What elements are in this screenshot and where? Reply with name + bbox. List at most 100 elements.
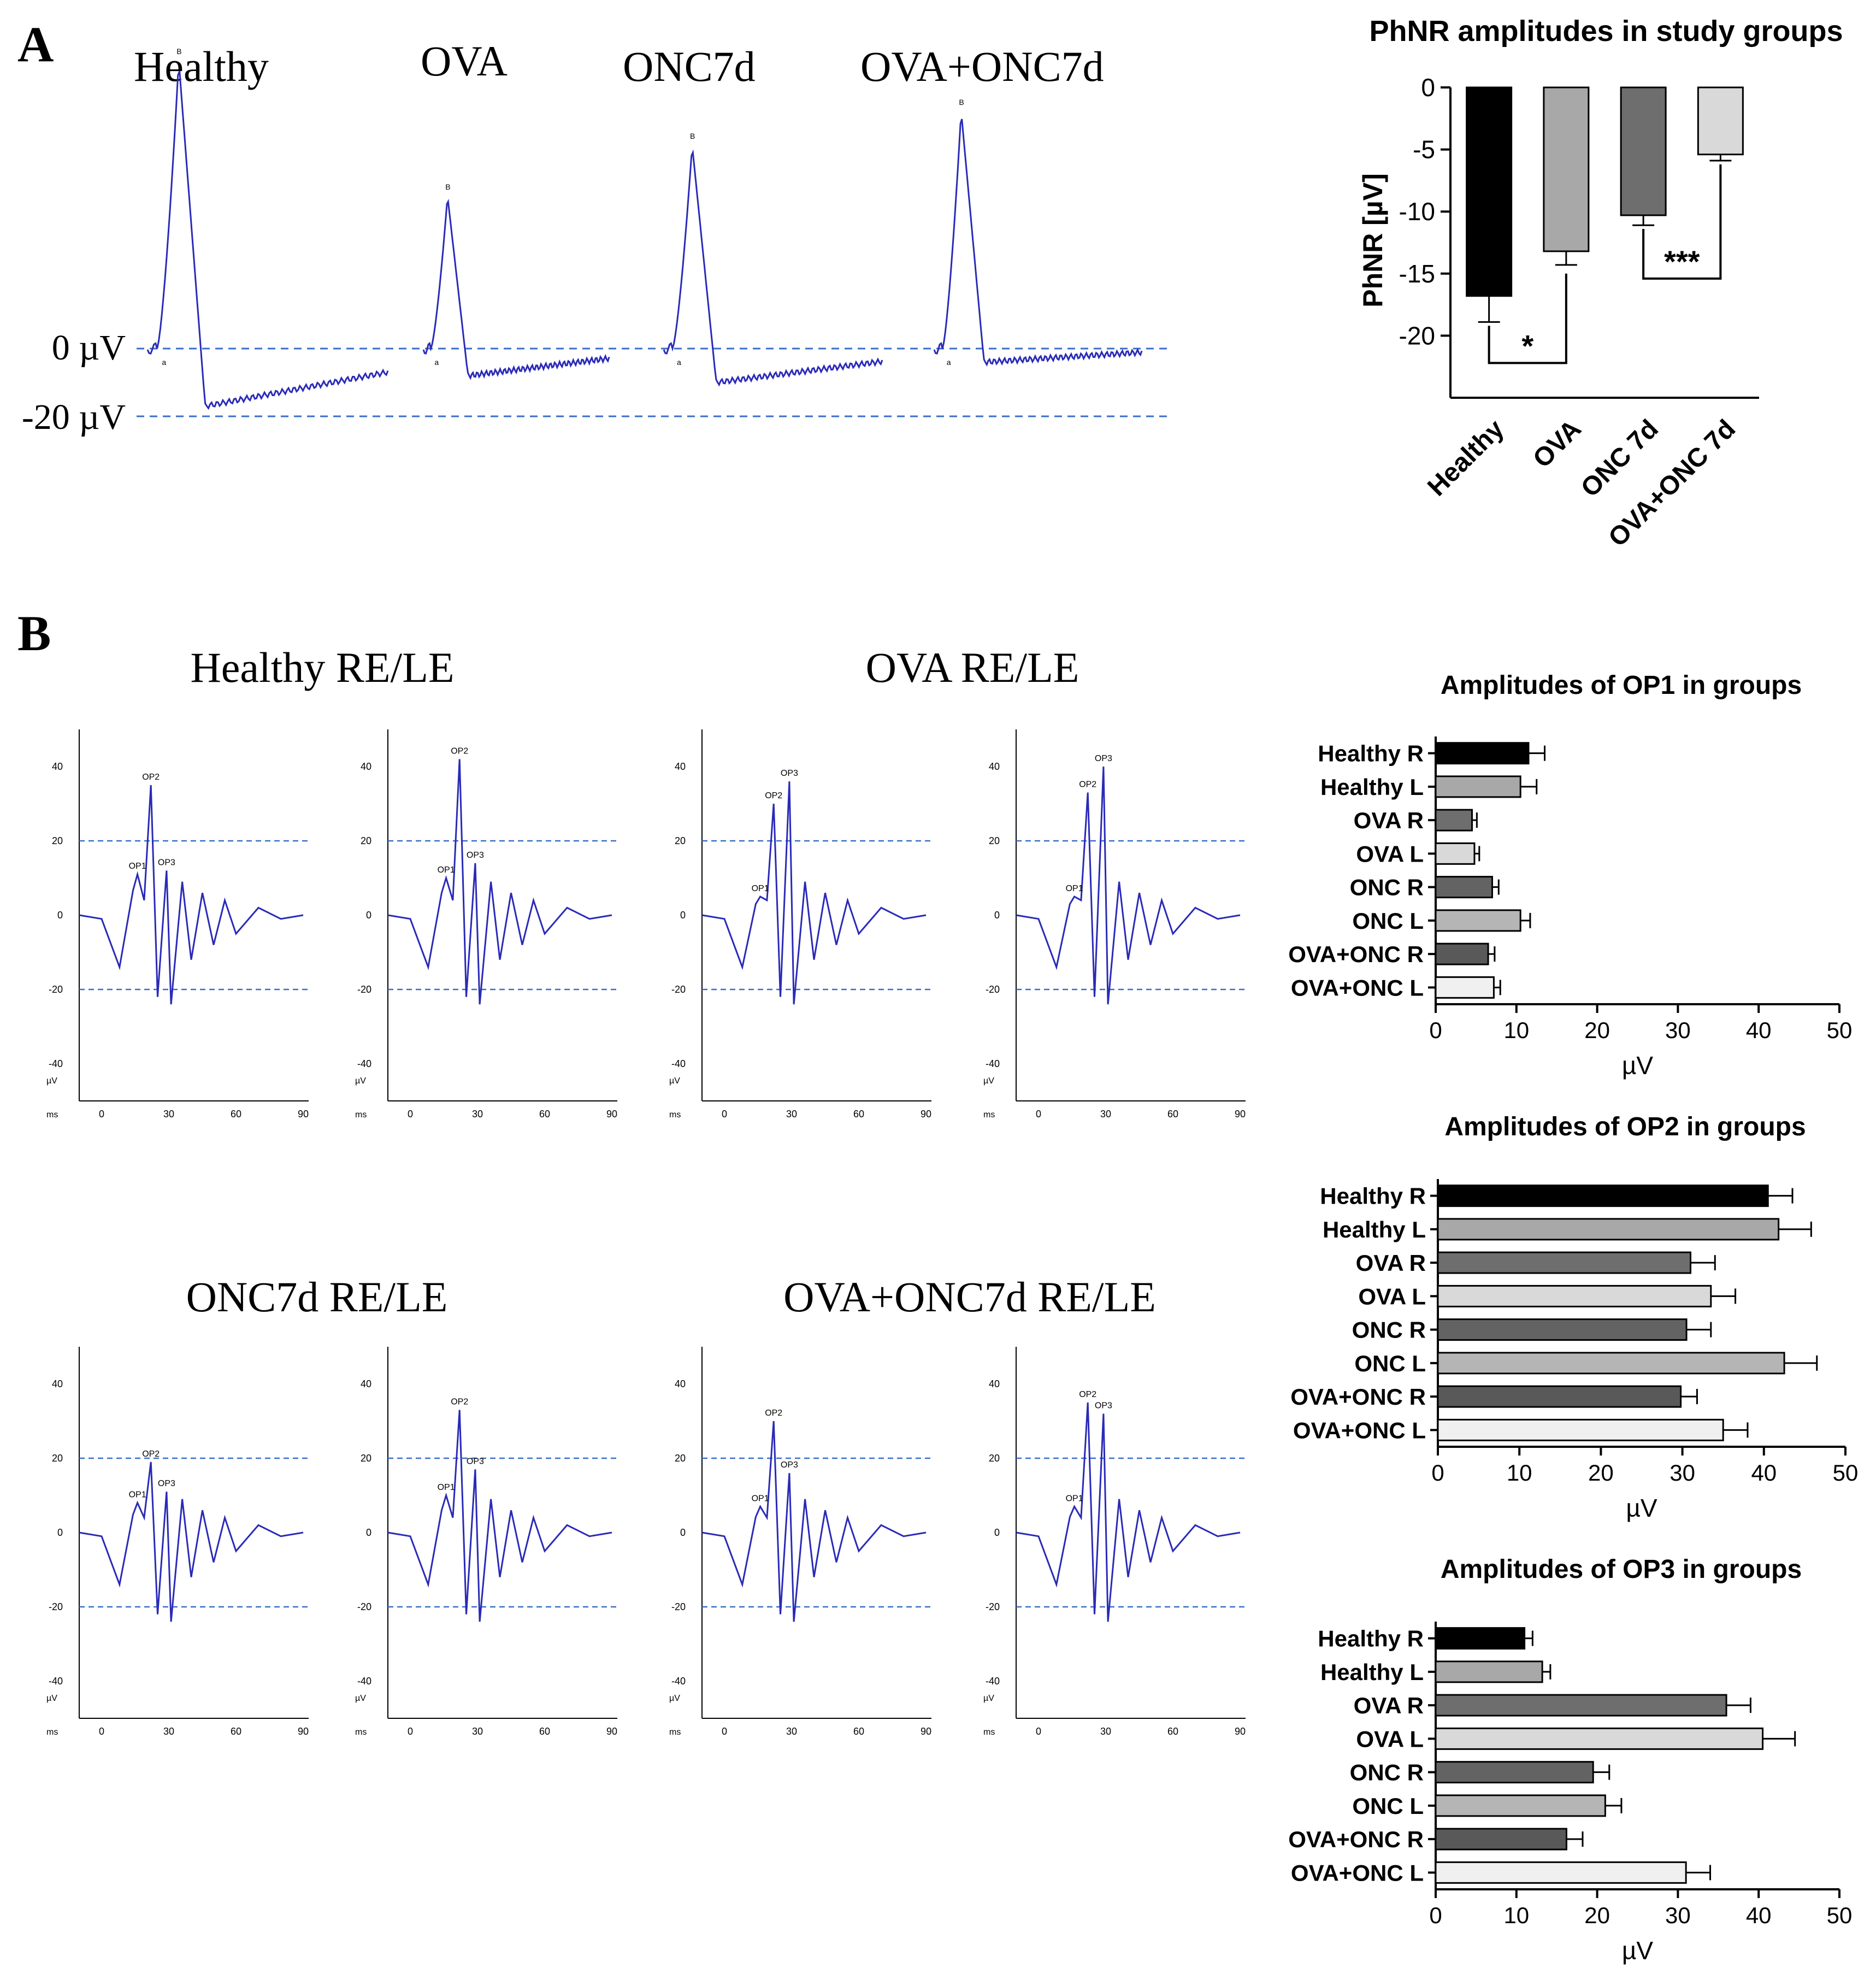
op1-bar bbox=[1435, 742, 1530, 765]
op3-bar bbox=[1435, 1627, 1526, 1650]
op-trace-panel: 40 20 0 -20 -40 µV ms 0 30 60 90 OP1 OP2 OP3 bbox=[983, 1347, 1246, 1737]
op-title-ova-onc7d: OVA+ONC7d RE/LE bbox=[783, 1273, 1156, 1321]
op-peak-label: OP3 bbox=[467, 1457, 484, 1466]
op-y-tick: 40 bbox=[361, 1378, 371, 1389]
op3-category-label: OVA+ONC R bbox=[1288, 1826, 1424, 1852]
phnr-significance-bracket bbox=[1488, 273, 1567, 364]
op2-x-tick: 10 bbox=[1507, 1460, 1532, 1486]
op-trace bbox=[1016, 766, 1241, 1005]
op2-bar bbox=[1437, 1352, 1785, 1375]
op-peak-label: OP1 bbox=[438, 865, 455, 875]
op3-x-tick: 30 bbox=[1665, 1902, 1691, 1928]
op3-category-label: Healthy L bbox=[1320, 1659, 1424, 1685]
op-unit-x: ms bbox=[355, 1728, 367, 1737]
op-x-tick: 30 bbox=[786, 1109, 797, 1119]
erg-a-wave-label: a bbox=[947, 358, 951, 367]
op-y-tick: 40 bbox=[675, 761, 686, 772]
op-y-tick: 20 bbox=[675, 1453, 686, 1464]
erg-trace-0 bbox=[146, 70, 389, 410]
op-peak-label: OP3 bbox=[467, 851, 484, 860]
op-x-tick: 0 bbox=[99, 1726, 104, 1737]
op-y-tick: -40 bbox=[357, 1676, 371, 1687]
erg-a-wave-label: a bbox=[677, 358, 681, 367]
op-peak-label: OP3 bbox=[1095, 754, 1112, 763]
op-peak-label: OP1 bbox=[752, 884, 769, 893]
op-y-tick: 20 bbox=[52, 835, 63, 846]
phnr-significance-label: *** bbox=[1664, 244, 1700, 279]
op1-x-tick: 10 bbox=[1503, 1017, 1529, 1043]
op1-category-label: ONC R bbox=[1350, 875, 1424, 900]
op2-bar-chart: Amplitudes of OP2 in groups 0 10 20 30 40 50 µV… bbox=[1290, 1112, 1858, 1522]
op3-x-tick: 40 bbox=[1746, 1902, 1772, 1928]
op-unit-y: µV bbox=[983, 1076, 994, 1086]
op1-x-tick: 40 bbox=[1746, 1017, 1772, 1043]
op-trace-panel: 40 20 0 -20 -40 µV ms 0 30 60 90 OP1 OP2 OP3 bbox=[669, 729, 931, 1119]
erg-group-label-onc7d: ONC7d bbox=[623, 43, 756, 90]
op-peak-label: OP2 bbox=[451, 1398, 468, 1407]
op-y-tick: 40 bbox=[52, 761, 63, 772]
op-y-tick: 0 bbox=[366, 910, 371, 921]
op-x-tick: 60 bbox=[1167, 1109, 1178, 1119]
op-y-tick: -40 bbox=[671, 1676, 686, 1687]
op-x-tick: 60 bbox=[853, 1726, 864, 1737]
phnr-y-tick: 0 bbox=[1421, 73, 1435, 102]
op3-category-label: ONC L bbox=[1352, 1793, 1424, 1819]
op-y-tick: 40 bbox=[989, 1378, 1000, 1389]
op3-category-label: ONC R bbox=[1350, 1760, 1424, 1786]
op-y-tick: -20 bbox=[671, 1601, 686, 1612]
op2-x-tick: 20 bbox=[1588, 1460, 1614, 1486]
op1-category-label: OVA+ONC L bbox=[1291, 975, 1424, 1000]
op-x-tick: 30 bbox=[472, 1109, 483, 1119]
op2-category-label: Healthy L bbox=[1323, 1217, 1426, 1242]
op-trace bbox=[701, 1421, 927, 1622]
op3-x-tick: 50 bbox=[1827, 1902, 1853, 1928]
op-x-tick: 30 bbox=[472, 1726, 483, 1737]
op-peak-label: OP3 bbox=[781, 769, 798, 778]
op2-bar bbox=[1437, 1418, 1724, 1441]
op2-bar bbox=[1437, 1284, 1712, 1307]
op2-x-tick: 50 bbox=[1833, 1460, 1859, 1486]
op2-bar bbox=[1437, 1318, 1688, 1341]
erg-baseline-label: 0 µV bbox=[52, 328, 126, 368]
op-unit-y: µV bbox=[669, 1694, 680, 1703]
op3-x-label: µV bbox=[1622, 1936, 1654, 1965]
op-x-tick: 90 bbox=[298, 1109, 309, 1119]
op-trace-panel: 40 20 0 -20 -40 µV ms 0 30 60 90 OP1 OP2 OP3 bbox=[355, 729, 617, 1119]
op-unit-x: ms bbox=[355, 1110, 367, 1119]
op1-bar bbox=[1435, 809, 1473, 832]
op-y-tick: 0 bbox=[994, 1527, 1000, 1538]
op3-category-label: OVA R bbox=[1354, 1693, 1424, 1718]
op-unit-y: µV bbox=[46, 1694, 57, 1703]
phnr-y-tick: -20 bbox=[1399, 321, 1435, 350]
op2-category-label: OVA R bbox=[1356, 1250, 1426, 1276]
op-trace-panel: 40 20 0 -20 -40 µV ms 0 30 60 90 OP1 OP2 OP3 bbox=[983, 729, 1246, 1119]
op-x-tick: 90 bbox=[1235, 1109, 1246, 1119]
op-unit-x: ms bbox=[669, 1110, 681, 1119]
op2-bar bbox=[1437, 1385, 1682, 1408]
op-y-tick: -20 bbox=[49, 984, 63, 995]
op3-bar bbox=[1435, 1694, 1727, 1717]
panel-label-a: A bbox=[17, 16, 54, 72]
op1-bar bbox=[1435, 942, 1489, 965]
op1-bar bbox=[1435, 909, 1521, 932]
op1-chart-title: Amplitudes of OP1 in groups bbox=[1441, 671, 1802, 700]
op-trace bbox=[387, 1410, 612, 1622]
op-unit-x: ms bbox=[983, 1110, 995, 1119]
op2-category-label: ONC R bbox=[1352, 1317, 1426, 1343]
op3-x-tick: 20 bbox=[1584, 1902, 1610, 1928]
op-trace bbox=[79, 785, 304, 1005]
erg-traces-panel: Healthy OVA ONC7d OVA+ONC7d 0 µV -20 µV … bbox=[22, 37, 1172, 437]
erg-b-wave-label: B bbox=[690, 132, 695, 140]
op-x-tick: 0 bbox=[722, 1109, 727, 1119]
op-trace-panel: 40 20 0 -20 -40 µV ms 0 30 60 90 OP1 OP2 OP3 bbox=[46, 1347, 309, 1737]
op-title-onc7d: ONC7d RE/LE bbox=[186, 1273, 448, 1321]
op1-x-label: µV bbox=[1622, 1051, 1654, 1080]
op-y-tick: -40 bbox=[357, 1058, 371, 1069]
op-y-tick: 0 bbox=[57, 1527, 63, 1538]
op-y-tick: -20 bbox=[357, 984, 371, 995]
op-y-tick: 40 bbox=[989, 761, 1000, 772]
op-x-tick: 0 bbox=[1036, 1726, 1041, 1737]
erg-trace-3 bbox=[933, 119, 1143, 367]
op-y-tick: -20 bbox=[671, 984, 686, 995]
